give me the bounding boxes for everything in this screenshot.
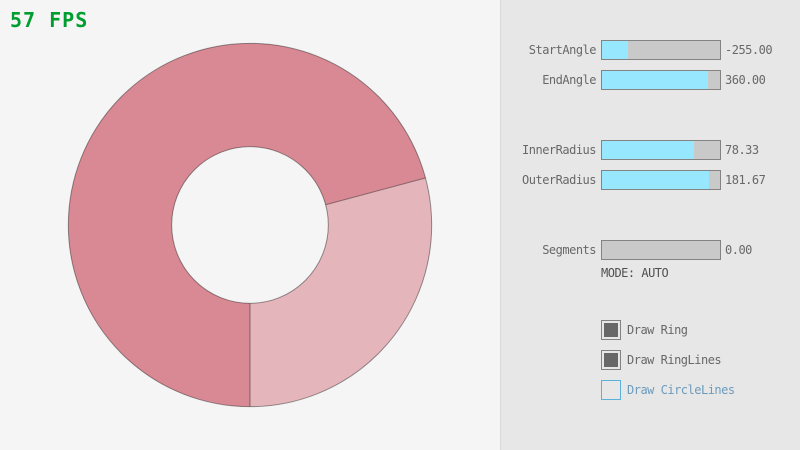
segments-slider[interactable] (601, 240, 721, 260)
end-angle-slider[interactable] (601, 70, 721, 90)
draw-ring-label: Draw Ring (627, 323, 688, 337)
checkbox-row-draw-circle-lines: Draw CircleLines (501, 380, 800, 400)
segments-label: Segments (542, 243, 596, 257)
fps-counter: 57 FPS (10, 8, 89, 32)
inner-radius-value: 78.33 (725, 143, 759, 157)
draw-ring-lines-checkmark (604, 353, 618, 367)
slider-row-start-angle: StartAngle -255.00 (501, 40, 800, 60)
outer-radius-label: OuterRadius (522, 173, 596, 187)
segments-mode-text: MODE: AUTO (601, 266, 669, 280)
ring-canvas (67, 42, 433, 408)
start-angle-slider-fill (602, 41, 628, 59)
draw-circle-lines-checkbox[interactable] (601, 380, 621, 400)
slider-row-end-angle: EndAngle 360.00 (501, 70, 800, 90)
draw-ring-lines-checkbox[interactable] (601, 350, 621, 370)
slider-row-segments: Segments 0.00 (501, 240, 800, 260)
start-angle-slider[interactable] (601, 40, 721, 60)
inner-radius-label: InnerRadius (522, 143, 596, 157)
end-angle-label: EndAngle (542, 73, 596, 87)
slider-row-inner-radius: InnerRadius 78.33 (501, 140, 800, 160)
draw-ring-lines-label: Draw RingLines (627, 353, 722, 367)
outer-radius-slider-fill (602, 171, 710, 189)
inner-radius-slider-fill (602, 141, 695, 159)
checkbox-row-draw-ring-lines: Draw RingLines (501, 350, 800, 370)
slider-row-outer-radius: OuterRadius 181.67 (501, 170, 800, 190)
draw-ring-checkmark (604, 323, 618, 337)
ring-sector-single-alpha (250, 177, 432, 407)
start-angle-label: StartAngle (528, 43, 597, 57)
segments-value: 0.00 (725, 243, 752, 257)
ring-outer-circle-line (67, 42, 433, 408)
end-angle-slider-fill (602, 71, 709, 89)
start-angle-value: -255.00 (725, 43, 773, 57)
ring-inner-circle-line (171, 146, 329, 304)
end-angle-value: 360.00 (725, 73, 766, 87)
draw-ring-checkbox[interactable] (601, 320, 621, 340)
outer-radius-value: 181.67 (725, 173, 766, 187)
inner-radius-slider[interactable] (601, 140, 721, 160)
ring-sector-double-alpha (68, 43, 426, 407)
ring-start-cap-line (325, 177, 426, 206)
checkbox-row-draw-ring: Draw Ring (501, 320, 800, 340)
outer-radius-slider[interactable] (601, 170, 721, 190)
draw-circle-lines-label: Draw CircleLines (627, 383, 735, 397)
controls-panel: StartAngle -255.00 EndAngle 360.00 Inner… (500, 0, 800, 450)
draw-circle-lines-checkmark (604, 383, 618, 397)
